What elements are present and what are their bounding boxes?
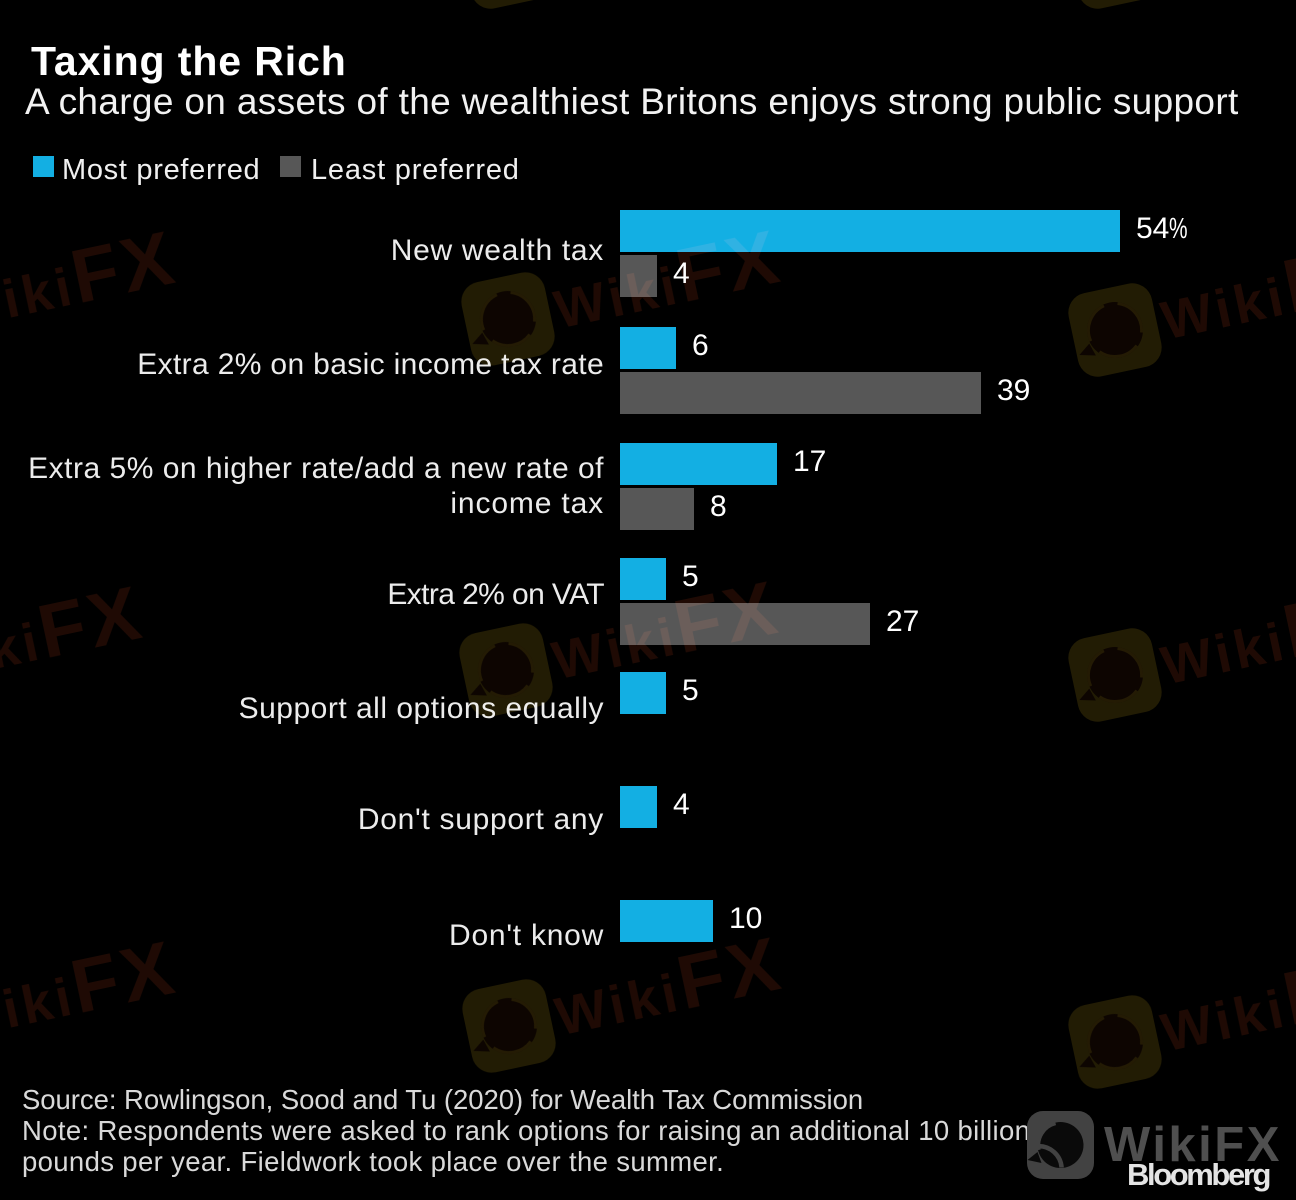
svg-text:Bloomberg: Bloomberg [1127,1157,1269,1192]
svg-text:WikiFX: WikiFX [1104,1118,1282,1172]
